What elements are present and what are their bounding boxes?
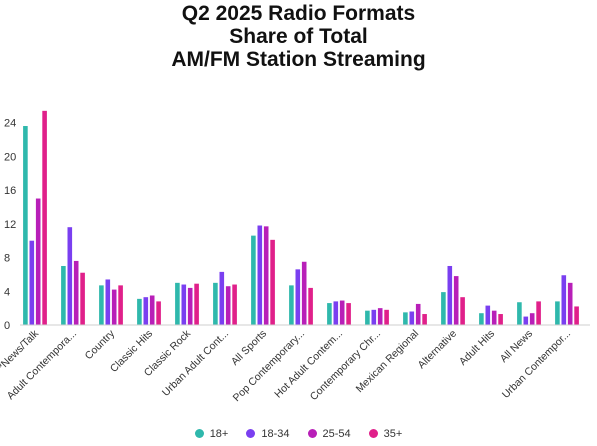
bar-18+-2 <box>99 285 104 325</box>
bar-18-34-2 <box>105 279 111 325</box>
bar-18+-10 <box>403 312 408 325</box>
x-category-label: Urban Contempor... <box>500 328 573 401</box>
x-category-label: Pop Contemporary... <box>231 328 307 404</box>
legend-swatch <box>307 429 317 438</box>
bar-18+-12 <box>479 313 484 325</box>
y-tick-label: 24 <box>4 118 16 130</box>
chart-title: Q2 2025 Radio Formats Share of Total AM/… <box>0 2 597 71</box>
legend-item: 18+ <box>194 428 229 440</box>
bar-25-54-10 <box>415 303 421 325</box>
bar-25-54-14 <box>567 282 573 325</box>
bar-18-34-13 <box>523 316 529 325</box>
bar-18+-3 <box>137 298 142 325</box>
bar-18-34-10 <box>409 311 415 325</box>
bar-35+-1 <box>80 272 85 325</box>
bar-18+-7 <box>289 285 294 325</box>
bar-18-34-9 <box>371 309 377 325</box>
bar-25-54-11 <box>453 276 459 325</box>
bar-18-34-8 <box>333 301 339 325</box>
bar-25-54-7 <box>301 261 307 325</box>
bar-25-54-6 <box>263 226 269 325</box>
bar-35+-3 <box>156 301 161 325</box>
bar-18-34-4 <box>181 284 187 325</box>
x-category-label: Adult Contempora... <box>5 328 80 403</box>
title-line-2: Share of Total <box>229 25 368 48</box>
bar-35+-14 <box>574 306 579 325</box>
x-category-label: Country <box>83 327 118 362</box>
bars <box>23 110 579 326</box>
bar-35+-13 <box>536 301 541 325</box>
bar-25-54-12 <box>491 310 497 325</box>
bar-35+-8 <box>346 303 351 325</box>
bar-18-34-7 <box>295 269 301 325</box>
x-category-label: Hot Adult Contem... <box>272 328 345 401</box>
bar-25-54-8 <box>339 300 345 325</box>
bar-18+-4 <box>175 282 180 325</box>
x-category-label: Alternative <box>416 328 460 372</box>
legend-label: 18-34 <box>261 428 290 440</box>
y-axis: 0 4 8 12 16 20 24 <box>4 118 16 332</box>
bar-35+-0 <box>42 110 47 325</box>
bar-18-34-6 <box>257 225 263 325</box>
bar-25-54-1 <box>73 260 79 325</box>
bar-25-54-2 <box>111 289 117 325</box>
bar-18+-11 <box>441 292 446 325</box>
y-tick-label: 16 <box>4 185 16 197</box>
bar-18+-1 <box>61 265 66 325</box>
legend-item: 25-54 <box>307 428 351 440</box>
y-tick-label: 20 <box>4 151 16 163</box>
bar-18+-13 <box>517 302 522 325</box>
bar-18-34-3 <box>143 297 149 325</box>
y-tick-label: 8 <box>4 253 10 265</box>
legend-swatch <box>194 429 204 438</box>
bar-18+-5 <box>213 282 218 325</box>
bar-25-54-5 <box>225 286 231 325</box>
bar-25-54-4 <box>187 287 193 325</box>
bar-35+-6 <box>270 239 275 325</box>
legend: 18+ 18-34 25-54 35+ <box>0 428 597 440</box>
bar-18-34-12 <box>485 305 491 325</box>
legend-label: 18+ <box>209 428 229 440</box>
legend-label: 35+ <box>383 428 403 440</box>
title-line-3: AM/FM Station Streaming <box>171 48 426 71</box>
bar-35+-4 <box>194 283 199 325</box>
legend-swatch <box>246 429 256 438</box>
x-category-label: Contemporary Chr... <box>308 328 383 403</box>
x-category-label: Urban Adult Cont... <box>160 328 231 399</box>
bar-35+-5 <box>232 284 237 325</box>
bar-18+-8 <box>327 303 332 325</box>
y-tick-label: 12 <box>4 219 16 231</box>
bar-25-54-0 <box>35 198 41 325</box>
legend-label: 25-54 <box>322 428 351 440</box>
bar-18-34-5 <box>219 271 225 325</box>
bar-18+-6 <box>251 235 256 325</box>
bar-18+-0 <box>23 126 28 326</box>
bar-18+-14 <box>555 301 560 325</box>
title-line-1: Q2 2025 Radio Formats <box>181 2 416 25</box>
bar-35+-2 <box>118 285 123 325</box>
bar-18-34-11 <box>447 265 453 325</box>
y-tick-label: 0 <box>4 320 10 332</box>
y-tick-label: 4 <box>4 286 10 298</box>
bar-18-34-14 <box>561 275 567 325</box>
bar-18-34-0 <box>29 240 35 325</box>
legend-swatch <box>368 429 378 438</box>
bar-18+-9 <box>365 310 370 325</box>
bar-25-54-3 <box>149 295 155 325</box>
bar-35+-10 <box>422 314 427 325</box>
legend-item: 18-34 <box>246 428 290 440</box>
legend-item: 35+ <box>368 428 403 440</box>
x-category-label: All News <box>498 328 535 365</box>
bar-25-54-13 <box>529 313 535 325</box>
bar-35+-12 <box>498 314 503 325</box>
bar-18-34-1 <box>67 227 73 325</box>
x-category-label: Adult Hits <box>457 328 497 368</box>
bar-35+-9 <box>384 309 389 325</box>
bar-35+-7 <box>308 287 313 325</box>
bar-35+-11 <box>460 297 465 325</box>
bar-25-54-9 <box>377 308 383 325</box>
